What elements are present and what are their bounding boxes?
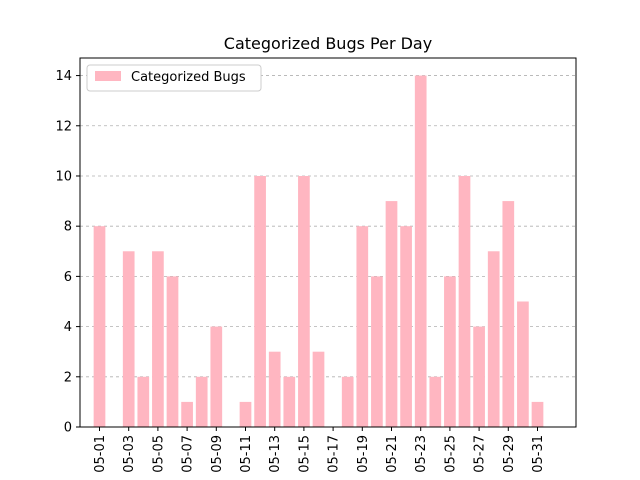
x-axis: 05-01 05-03 05-05 05-07 05-09 05-11 05-13 05-15… — [93, 427, 546, 473]
bar-05-03 — [122, 251, 135, 427]
bar-05-11 — [239, 401, 252, 427]
bar-05-09 — [210, 326, 223, 427]
y-tick-label: 2 — [64, 370, 72, 385]
x-tick-label: 05-05 — [151, 435, 166, 473]
bar-05-21 — [385, 201, 398, 427]
bar-05-30 — [517, 301, 529, 427]
x-tick-label: 05-11 — [239, 435, 254, 473]
bar-05-24 — [429, 376, 442, 427]
bar-05-26 — [458, 175, 471, 427]
legend-label: Categorized Bugs — [131, 70, 246, 85]
x-tick-label: 05-23 — [414, 435, 429, 473]
y-tick-label: 8 — [64, 220, 72, 235]
bar-05-07 — [181, 401, 193, 427]
x-tick-label: 05-19 — [356, 435, 371, 473]
bar-05-12 — [254, 175, 266, 427]
bars — [93, 75, 544, 428]
y-axis: 0 2 4 6 8 10 12 14 — [55, 69, 80, 436]
legend-box — [86, 64, 262, 92]
bar-05-14 — [283, 376, 296, 427]
x-tick-label: 05-09 — [210, 435, 225, 473]
bar-05-15 — [298, 175, 310, 427]
y-tick-label: 14 — [55, 69, 72, 84]
bar-05-04 — [137, 376, 150, 427]
bar-05-01 — [93, 226, 106, 427]
bar-05-16 — [312, 351, 325, 427]
bar-05-23 — [414, 75, 427, 428]
y-tick-label: 4 — [64, 320, 72, 335]
x-tick-label: 05-07 — [181, 435, 196, 473]
y-tick-label: 12 — [55, 119, 72, 134]
chart-title: Categorized Bugs Per Day — [224, 34, 432, 53]
bar-05-25 — [444, 276, 456, 427]
bar-05-20 — [371, 276, 383, 427]
legend-swatch — [95, 71, 121, 81]
y-tick-label: 10 — [55, 169, 72, 184]
bar-05-27 — [473, 326, 485, 427]
plot-frame — [79, 57, 577, 428]
x-tick-label: 05-03 — [122, 435, 137, 473]
x-tick-label: 05-01 — [93, 435, 108, 473]
bar-05-06 — [166, 276, 179, 427]
bar-05-31 — [531, 401, 544, 427]
bar-05-28 — [487, 251, 500, 427]
x-tick-label: 05-17 — [327, 435, 342, 473]
bar-05-18 — [341, 376, 354, 427]
bar-05-08 — [195, 376, 208, 427]
x-tick-label: 05-27 — [473, 435, 488, 473]
bar-05-22 — [400, 226, 412, 427]
bar-05-13 — [268, 351, 281, 427]
y-tick-label: 0 — [64, 421, 72, 436]
x-tick-label: 05-15 — [297, 435, 312, 473]
x-tick-label: 05-29 — [502, 435, 517, 473]
x-tick-label: 05-13 — [268, 435, 283, 473]
bar-05-19 — [356, 226, 369, 427]
x-tick-label: 05-31 — [531, 435, 546, 473]
x-tick-label: 05-25 — [443, 435, 458, 473]
bar-05-05 — [152, 251, 164, 427]
legend: Categorized Bugs — [86, 64, 262, 92]
x-tick-label: 05-21 — [385, 435, 400, 473]
bar-05-29 — [502, 201, 515, 427]
y-tick-label: 6 — [64, 270, 72, 285]
grid-lines — [80, 75, 576, 378]
